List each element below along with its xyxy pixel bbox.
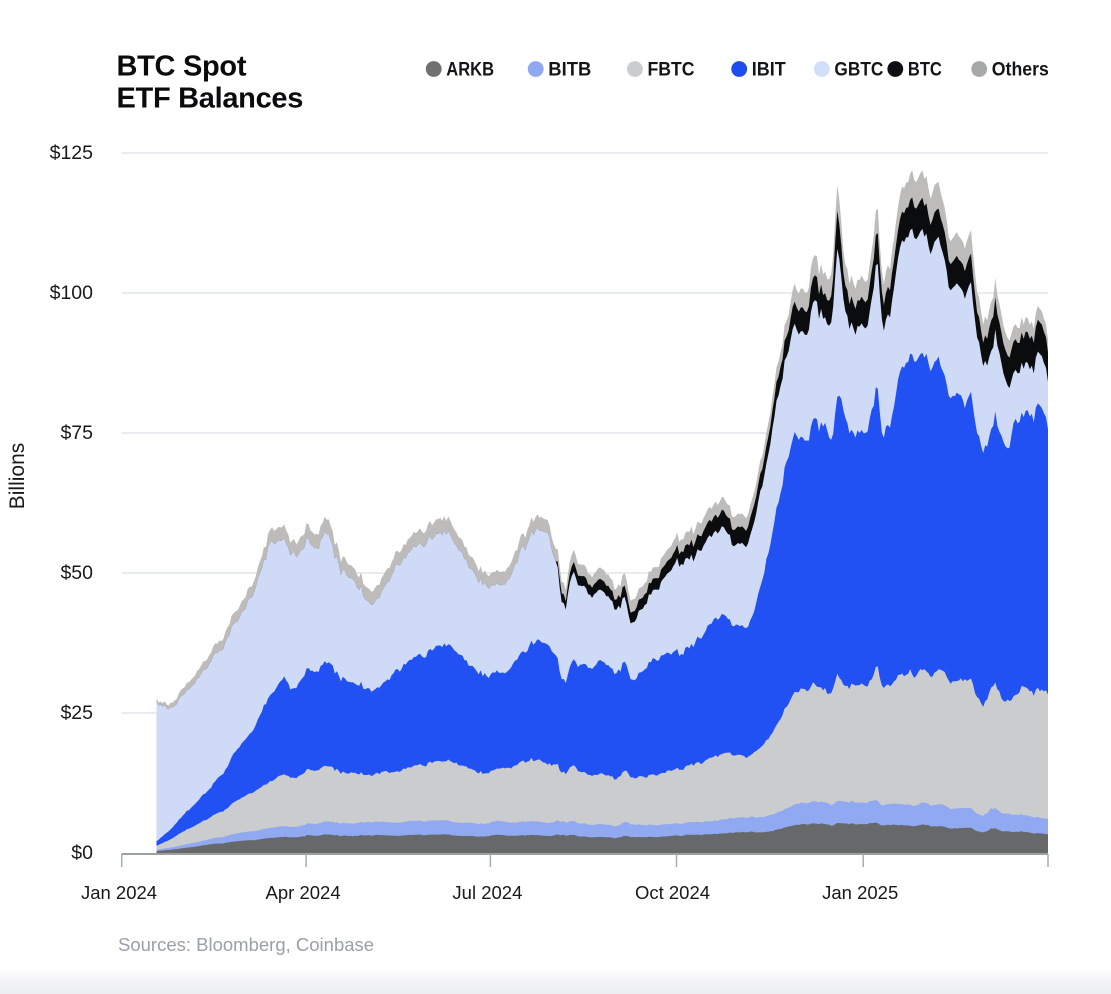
svg-text:$0: $0: [71, 842, 93, 864]
svg-text:Apr 2024: Apr 2024: [266, 882, 341, 903]
svg-text:Billions: Billions: [6, 443, 29, 510]
svg-text:IBIT: IBIT: [752, 60, 786, 81]
svg-text:$125: $125: [50, 142, 94, 164]
svg-text:$100: $100: [50, 282, 94, 304]
svg-text:BITB: BITB: [548, 60, 591, 81]
svg-text:$25: $25: [60, 702, 93, 724]
svg-text:Jan 2025: Jan 2025: [822, 882, 898, 903]
svg-text:Oct 2024: Oct 2024: [635, 882, 710, 903]
svg-text:BTC Spot: BTC Spot: [117, 51, 247, 83]
svg-text:BTC: BTC: [908, 60, 942, 81]
svg-text:$50: $50: [60, 562, 93, 584]
svg-text:Sources: Bloomberg, Coinbase: Sources: Bloomberg, Coinbase: [118, 934, 374, 955]
svg-text:Jan 2024: Jan 2024: [81, 882, 157, 903]
svg-text:FBTC: FBTC: [648, 60, 695, 81]
svg-text:GBTC: GBTC: [834, 60, 883, 81]
svg-text:Jul 2024: Jul 2024: [452, 882, 522, 903]
svg-text:Others: Others: [992, 60, 1049, 81]
svg-text:$75: $75: [60, 422, 93, 444]
svg-text:ARKB: ARKB: [446, 60, 494, 81]
svg-text:ETF Balances: ETF Balances: [117, 83, 304, 115]
